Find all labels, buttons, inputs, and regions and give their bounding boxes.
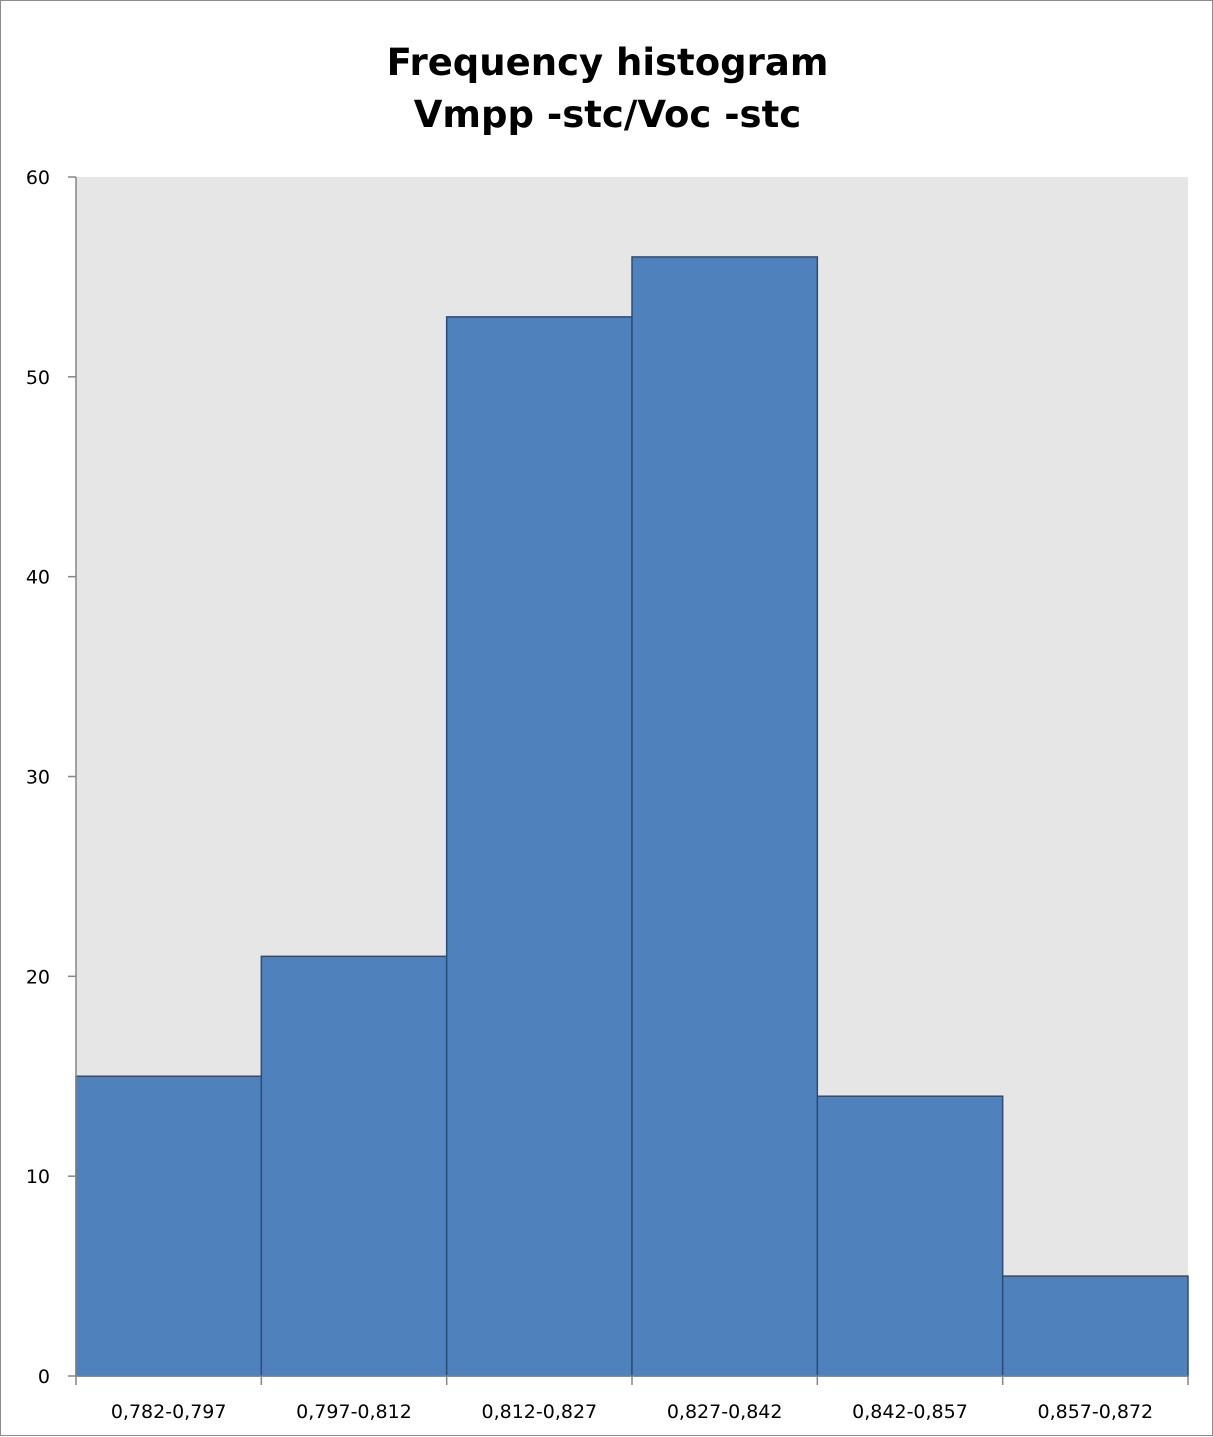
- y-tick-label: 60: [26, 167, 50, 189]
- bar: [631, 256, 819, 1377]
- x-tick-label: 0,827-0,842: [667, 1401, 783, 1423]
- chart-title-block: Frequency histogram Vmpp -stc/Voc -stc: [1, 37, 1213, 141]
- y-tick-label: 20: [26, 966, 50, 988]
- y-tick-label: 30: [26, 767, 50, 789]
- chart-subtitle: Vmpp -stc/Voc -stc: [413, 93, 802, 136]
- bar: [75, 1075, 263, 1377]
- x-tick-label: 0,857-0,872: [1038, 1401, 1154, 1423]
- bars-group: [75, 256, 1189, 1377]
- y-tick-label: 0: [38, 1366, 50, 1388]
- x-tick-label: 0,812-0,827: [482, 1401, 598, 1423]
- axes-group: [68, 176, 1189, 1385]
- chart-title: Frequency histogram: [386, 41, 829, 84]
- labels-group: 0 10 20 30 40 50 60 0,782-0,797 0,797-0,812 0,812…: [26, 167, 1153, 1423]
- bar: [260, 955, 448, 1377]
- bar: [1001, 1275, 1189, 1377]
- x-tick-label: 0,797-0,812: [296, 1401, 412, 1423]
- y-tick-label: 50: [26, 367, 50, 389]
- y-tick-label: 40: [26, 567, 50, 589]
- y-tick-label: 10: [26, 1166, 50, 1188]
- bar: [445, 316, 633, 1377]
- x-tick-label: 0,782-0,797: [111, 1401, 227, 1423]
- bar: [816, 1095, 1004, 1377]
- x-tick-label: 0,842-0,857: [852, 1401, 968, 1423]
